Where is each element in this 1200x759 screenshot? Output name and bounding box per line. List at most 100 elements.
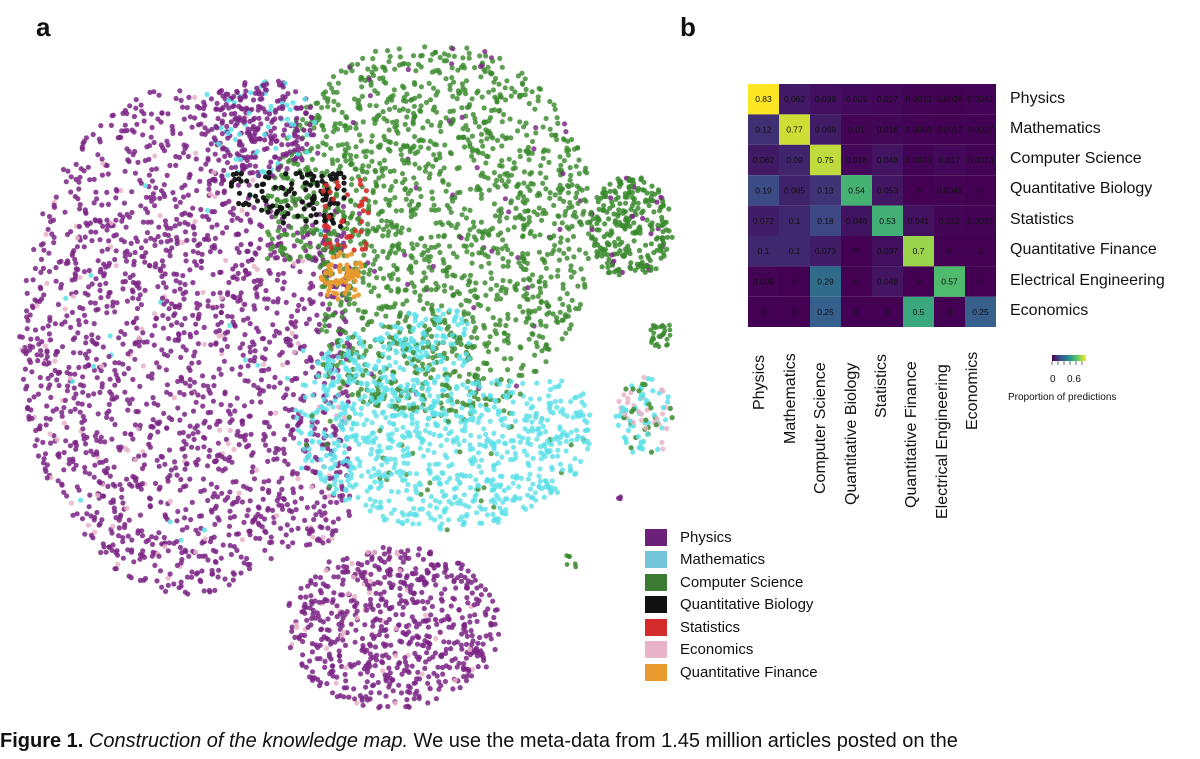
scatter-point bbox=[411, 283, 417, 289]
scatter-point bbox=[232, 323, 238, 329]
scatter-point bbox=[486, 89, 492, 95]
scatter-point bbox=[470, 219, 476, 225]
scatter-point bbox=[513, 205, 519, 211]
scatter-point bbox=[206, 424, 213, 430]
scatter-point bbox=[277, 380, 283, 386]
scatter-point bbox=[322, 317, 328, 323]
scatter-point bbox=[554, 115, 560, 121]
scatter-point bbox=[81, 244, 87, 250]
scatter-point bbox=[124, 298, 130, 304]
scatter-point bbox=[324, 681, 330, 687]
scatter-point bbox=[330, 597, 336, 603]
scatter-point bbox=[475, 396, 481, 402]
scatter-point bbox=[372, 88, 378, 94]
scatter-point bbox=[487, 632, 493, 638]
scatter-point bbox=[435, 233, 441, 239]
scatter-point bbox=[504, 215, 510, 221]
scatter-point bbox=[586, 231, 592, 237]
scatter-point bbox=[448, 209, 454, 215]
scatter-point bbox=[160, 312, 166, 319]
scatter-point bbox=[383, 620, 389, 626]
scatter-point bbox=[345, 335, 351, 341]
scatter-point bbox=[150, 395, 156, 401]
scatter-point bbox=[209, 126, 215, 132]
scatter-point bbox=[122, 430, 128, 437]
scatter-point bbox=[370, 72, 377, 78]
scatter-point bbox=[535, 293, 541, 299]
scatter-point bbox=[231, 544, 237, 550]
scatter-point bbox=[500, 277, 506, 284]
scatter-point bbox=[360, 163, 366, 169]
scatter-point bbox=[310, 271, 317, 277]
scatter-point bbox=[455, 575, 461, 581]
scatter-point bbox=[526, 100, 532, 107]
scatter-point bbox=[451, 79, 457, 85]
scatter-point bbox=[287, 337, 293, 343]
scatter-point bbox=[164, 172, 170, 178]
scatter-point bbox=[144, 230, 151, 236]
scatter-point bbox=[54, 437, 60, 443]
scatter-point bbox=[337, 658, 343, 664]
scatter-point bbox=[340, 629, 347, 636]
scatter-point bbox=[187, 383, 193, 389]
scatter-point bbox=[447, 243, 453, 249]
scatter-point bbox=[136, 343, 142, 349]
scatter-point bbox=[269, 539, 275, 545]
scatter-point bbox=[478, 63, 484, 70]
scatter-point bbox=[470, 638, 476, 644]
scatter-point bbox=[461, 65, 468, 71]
scatter-point bbox=[326, 323, 332, 329]
scatter-point bbox=[443, 267, 449, 273]
scatter-point bbox=[376, 175, 382, 181]
scatter-point bbox=[330, 160, 336, 167]
scatter-point bbox=[554, 489, 561, 495]
scatter-point bbox=[482, 587, 488, 593]
scatter-point bbox=[390, 224, 396, 230]
scatter-point bbox=[433, 505, 440, 511]
scatter-point bbox=[441, 232, 447, 239]
scatter-point bbox=[195, 341, 201, 347]
scatter-point bbox=[372, 48, 379, 55]
scatter-point bbox=[251, 263, 257, 269]
scatter-point bbox=[347, 125, 353, 131]
scatter-point bbox=[329, 690, 336, 696]
scatter-point bbox=[437, 249, 443, 256]
scatter-point bbox=[35, 453, 42, 459]
scatter-point bbox=[183, 143, 190, 149]
scatter-point bbox=[349, 464, 355, 470]
scatter-point bbox=[573, 194, 579, 201]
scatter-point bbox=[188, 517, 194, 523]
scatter-point bbox=[564, 255, 570, 261]
scatter-point bbox=[387, 670, 393, 676]
scatter-point bbox=[470, 319, 476, 325]
scatter-point bbox=[386, 228, 392, 235]
scatter-point bbox=[120, 500, 126, 506]
scatter-point bbox=[99, 156, 105, 162]
scatter-point bbox=[23, 277, 29, 284]
scatter-point bbox=[519, 372, 525, 378]
scatter-point bbox=[235, 182, 241, 188]
scatter-point bbox=[363, 603, 369, 609]
scatter-point bbox=[166, 540, 172, 546]
scatter-point bbox=[340, 637, 346, 643]
scatter-point bbox=[526, 336, 532, 342]
scatter-point bbox=[309, 458, 315, 464]
scatter-point bbox=[280, 362, 286, 368]
scatter-point bbox=[181, 116, 187, 122]
scatter-point bbox=[339, 592, 345, 598]
scatter-point bbox=[116, 525, 122, 531]
scatter-point bbox=[536, 305, 542, 311]
scatter-point bbox=[411, 401, 417, 407]
scatter-point bbox=[465, 232, 471, 238]
scatter-point bbox=[199, 251, 205, 257]
scatter-point bbox=[425, 247, 431, 254]
scatter-point bbox=[302, 242, 309, 248]
scatter-point bbox=[472, 374, 478, 380]
scatter-point bbox=[383, 599, 389, 605]
scatter-point bbox=[119, 128, 125, 134]
scatter-point bbox=[93, 276, 99, 282]
scatter-point bbox=[222, 576, 228, 582]
scatter-point bbox=[374, 311, 380, 317]
scatter-point bbox=[70, 350, 77, 356]
scatter-point bbox=[247, 498, 253, 504]
